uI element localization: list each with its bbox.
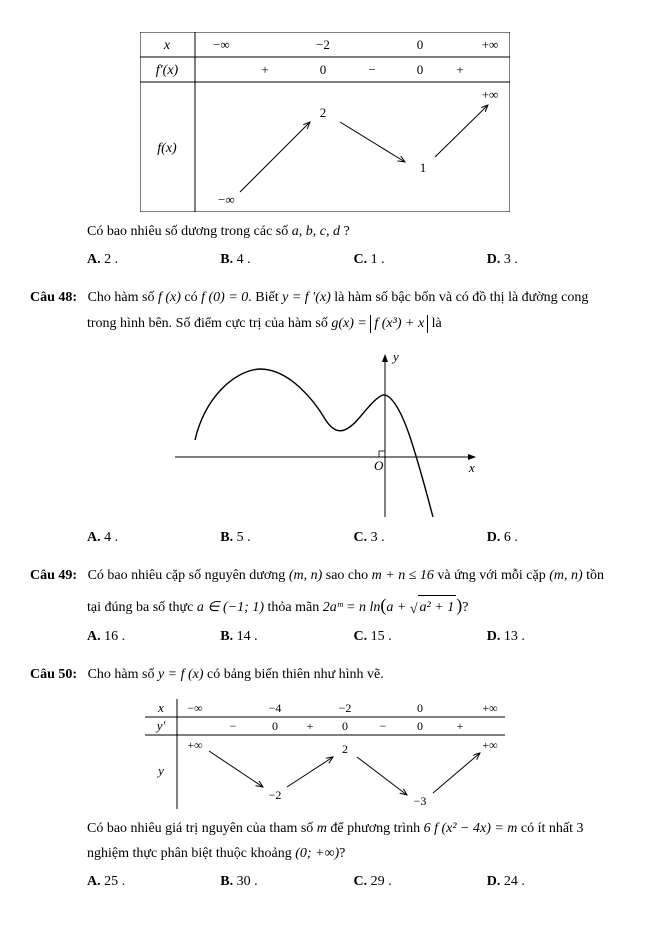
q50-label: Câu 50:: [30, 667, 77, 682]
q48-label: Câu 48:: [30, 290, 77, 305]
svg-text:−3: −3: [414, 794, 427, 808]
svg-text:y: y: [391, 349, 399, 364]
svg-text:0: 0: [417, 701, 423, 715]
choice-d: D. 3 .: [487, 252, 620, 268]
svg-text:+: +: [261, 62, 268, 77]
svg-text:−2: −2: [339, 701, 352, 715]
svg-text:+: +: [307, 719, 314, 733]
svg-text:0: 0: [320, 62, 327, 77]
svg-text:+: +: [457, 719, 464, 733]
svg-text:f'(x): f'(x): [156, 63, 179, 78]
q47-text: Có bao nhiêu số dương trong các số: [87, 224, 292, 239]
choice-c: C. 15 .: [354, 629, 487, 645]
choice-b: B. 30 .: [220, 874, 353, 890]
q48-graph: x y O: [30, 347, 620, 522]
q47-sign-table: x f'(x) f(x) −∞ −2 0 +∞ + 0 − 0 + −∞ 2 1…: [30, 32, 620, 212]
svg-text:0: 0: [342, 719, 348, 733]
choice-a: A. 25 .: [87, 874, 220, 890]
svg-text:−2: −2: [269, 788, 282, 802]
choice-a: A. 16 .: [87, 629, 220, 645]
svg-text:0: 0: [272, 719, 278, 733]
choice-c: C. 3 .: [354, 530, 487, 546]
question-47: x f'(x) f(x) −∞ −2 0 +∞ + 0 − 0 + −∞ 2 1…: [30, 32, 620, 268]
svg-text:−: −: [380, 719, 387, 733]
svg-text:2: 2: [342, 742, 348, 756]
q49-choices: A. 16 . B. 14 . C. 15 . D. 13 .: [87, 629, 620, 645]
svg-text:+∞: +∞: [482, 701, 497, 715]
svg-text:−∞: −∞: [213, 37, 230, 52]
svg-text:O: O: [374, 458, 384, 473]
q49-label: Câu 49:: [30, 568, 77, 583]
q47-question-text: Có bao nhiêu số dương trong các số a, b,…: [87, 220, 620, 244]
choice-d: D. 24 .: [487, 874, 620, 890]
svg-text:0: 0: [417, 62, 424, 77]
choice-b: B. 14 .: [220, 629, 353, 645]
choice-b: B. 4 .: [220, 252, 353, 268]
q49-line1: Câu 49: Có bao nhiêu cặp số nguyên dương…: [30, 564, 620, 588]
svg-text:2: 2: [320, 105, 327, 120]
q47-sign-table-svg: x f'(x) f(x) −∞ −2 0 +∞ + 0 − 0 + −∞ 2 1…: [140, 32, 510, 212]
svg-text:+∞: +∞: [482, 37, 499, 52]
q50-line3: Có bao nhiêu giá trị nguyên của tham số …: [87, 817, 620, 841]
choice-c: C. 1 .: [354, 252, 487, 268]
svg-text:y: y: [156, 763, 164, 778]
choice-d: D. 6 .: [487, 530, 620, 546]
svg-text:+∞: +∞: [482, 87, 499, 102]
svg-text:−4: −4: [269, 701, 282, 715]
svg-text:−∞: −∞: [218, 192, 235, 207]
q50-line1: Câu 50: Cho hàm số y = f (x) có bảng biế…: [30, 663, 620, 687]
choice-d: D. 13 .: [487, 629, 620, 645]
svg-text:+∞: +∞: [482, 738, 497, 752]
q50-line4: nghiệm thực phân biệt thuộc khoảng (0; +…: [87, 842, 620, 866]
svg-text:−∞: −∞: [187, 701, 202, 715]
q48-t1: Cho hàm số: [88, 290, 158, 305]
choice-a: A. 4 .: [87, 530, 220, 546]
q47-math: a, b, c, d: [292, 224, 340, 239]
q48-abs: f (x³) + x: [370, 315, 428, 333]
q48-line2: trong hình bên. Số điểm cực trị của hàm …: [87, 312, 620, 336]
q50-choices: A. 25 . B. 30 . C. 29 . D. 24 .: [87, 874, 620, 890]
q50-var-table: x y′ y −∞ −4 −2 0 +∞ − 0 + 0 − 0 + +∞ −2…: [30, 699, 620, 809]
q48-line1: Câu 48: Cho hàm số f (x) có f (0) = 0. B…: [30, 286, 620, 310]
question-50: Câu 50: Cho hàm số y = f (x) có bảng biế…: [30, 663, 620, 890]
q50-var-table-svg: x y′ y −∞ −4 −2 0 +∞ − 0 + 0 − 0 + +∞ −2…: [145, 699, 505, 809]
q47-suffix: ?: [340, 224, 350, 239]
svg-text:−: −: [368, 62, 375, 77]
svg-text:0: 0: [417, 37, 424, 52]
svg-text:x: x: [157, 700, 164, 715]
svg-text:+∞: +∞: [187, 738, 202, 752]
choice-a: A. 2 .: [87, 252, 220, 268]
choice-c: C. 29 .: [354, 874, 487, 890]
svg-text:x: x: [163, 38, 171, 53]
choice-b: B. 5 .: [220, 530, 353, 546]
svg-text:−: −: [230, 719, 237, 733]
svg-text:+: +: [456, 62, 463, 77]
q48-graph-svg: x y O: [165, 347, 485, 522]
q48-choices: A. 4 . B. 5 . C. 3 . D. 6 .: [87, 530, 620, 546]
q49-line2: tại đúng ba số thực a ∈ (−1; 1) thỏa mãn…: [87, 590, 620, 621]
svg-text:−2: −2: [316, 37, 330, 52]
q47-choices: A. 2 . B. 4 . C. 1 . D. 3 .: [87, 252, 620, 268]
question-48: Câu 48: Cho hàm số f (x) có f (0) = 0. B…: [30, 286, 620, 547]
svg-text:0: 0: [417, 719, 423, 733]
svg-text:1: 1: [420, 160, 427, 175]
q49-sqrt: a² + 1: [418, 595, 457, 620]
question-49: Câu 49: Có bao nhiêu cặp số nguyên dương…: [30, 564, 620, 644]
svg-text:x: x: [468, 460, 475, 475]
svg-text:y′: y′: [155, 718, 166, 733]
svg-text:f(x): f(x): [157, 141, 177, 156]
